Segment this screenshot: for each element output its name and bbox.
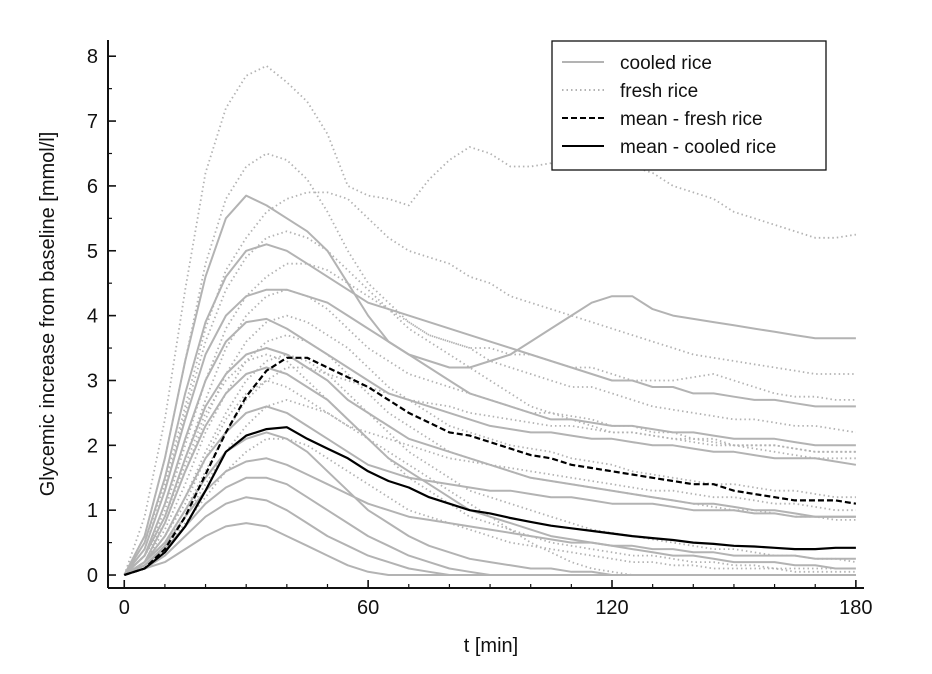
series-line-fresh-rice-13 [123, 398, 856, 576]
axes: 0 1 2 3 4 5 6 7 8 0 60 120 180 [87, 40, 873, 619]
x-axis-title: t [min] [464, 635, 518, 657]
series-line-fresh-rice-4 [123, 230, 857, 576]
x-tick-label-180: 180 [839, 597, 872, 619]
series-line-cooled-rice-5 [123, 347, 856, 576]
x-tick-label-60: 60 [357, 597, 379, 619]
legend-label-mean-fresh-rice: mean - fresh rice [620, 109, 763, 130]
legend-label-mean-cooled-rice: mean - cooled rice [620, 137, 776, 158]
series-line-cooled-rice-9 [123, 457, 856, 576]
series-line-mean-fresh-rice [123, 356, 857, 577]
series-line-fresh-rice-7 [123, 314, 856, 576]
y-tick-label-0: 0 [87, 565, 98, 587]
series-line-cooled-rice-1 [123, 194, 856, 576]
series-line-fresh-rice-11 [123, 366, 856, 576]
series-line-fresh-rice-3 [123, 191, 856, 576]
series-line-cooled-rice-10 [123, 476, 856, 576]
series-line-cooled-rice-6 [123, 366, 856, 576]
y-tick-label-1: 1 [87, 500, 98, 522]
y-tick-label-5: 5 [87, 241, 98, 263]
x-tick-label-120: 120 [595, 597, 628, 619]
series-line-mean-cooled-rice [123, 426, 856, 577]
series-line-fresh-rice-2 [123, 152, 856, 576]
y-tick-label-2: 2 [87, 435, 98, 457]
series-line-cooled-rice-12 [123, 522, 856, 576]
y-axis-title: Glycemic increase from baseline [mmol/l] [37, 132, 59, 497]
series-line-fresh-rice-14 [124, 437, 856, 576]
legend-label-fresh-rice: fresh rice [620, 81, 698, 102]
y-tick-label-7: 7 [87, 111, 98, 133]
series-line-cooled-rice-7 [123, 405, 856, 576]
y-tick-label-3: 3 [87, 370, 98, 392]
legend: cooled rice fresh rice mean - fresh rice… [551, 40, 827, 171]
y-tick-label-4: 4 [87, 306, 98, 328]
series-group [123, 65, 857, 577]
y-tick-label-8: 8 [87, 46, 98, 68]
series-line-fresh-rice-1 [123, 65, 857, 576]
y-tick-label-6: 6 [87, 176, 98, 198]
x-tick-label-0: 0 [119, 597, 130, 619]
series-line-cooled-rice-3 [123, 288, 856, 576]
series-line-cooled-rice-2 [123, 243, 856, 576]
series-line-fresh-rice-9 [123, 353, 857, 576]
series-line-cooled-rice-4 [123, 317, 857, 576]
legend-label-cooled-rice: cooled rice [620, 53, 712, 74]
series-line-fresh-rice-8 [123, 334, 856, 576]
